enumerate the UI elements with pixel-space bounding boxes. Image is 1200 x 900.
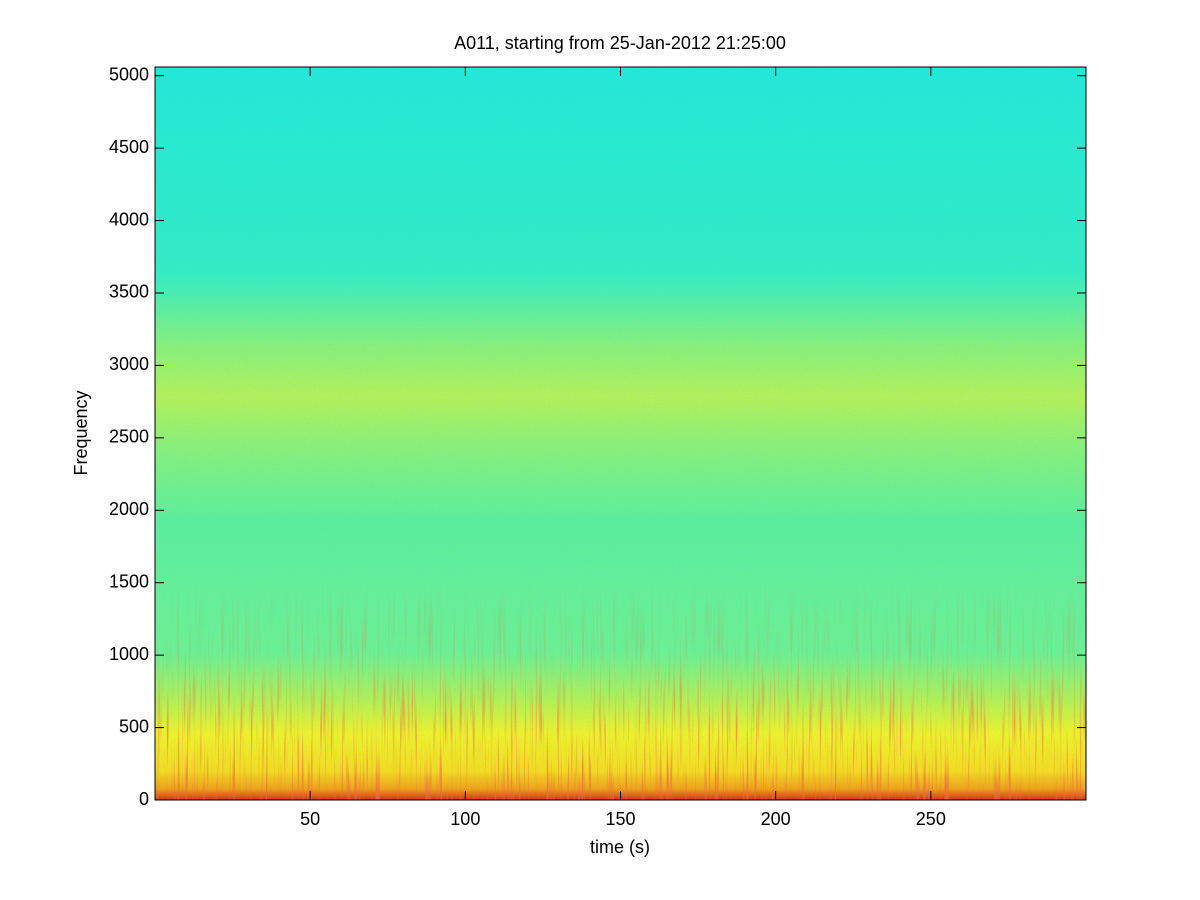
x-tick-label: 50 [300,809,320,829]
x-tick-label: 250 [916,809,946,829]
y-axis-label: Frequency [71,390,91,475]
y-tick-label: 3500 [109,282,149,302]
x-tick-label: 200 [761,809,791,829]
y-tick-label: 1500 [109,571,149,591]
y-tick-label: 4000 [109,209,149,229]
spectrogram-streaks [155,580,1086,800]
y-tick-label: 4500 [109,137,149,157]
y-tick-label: 3000 [109,354,149,374]
chart-title: A011, starting from 25-Jan-2012 21:25:00 [454,33,786,53]
y-tick-label: 1000 [109,644,149,664]
y-tick-label: 0 [139,789,149,809]
x-tick-label: 100 [450,809,480,829]
y-tick-label: 2000 [109,499,149,519]
y-tick-label: 500 [119,716,149,736]
x-axis-label: time (s) [590,837,650,857]
y-tick-label: 5000 [109,64,149,84]
x-tick-label: 150 [605,809,635,829]
y-tick-label: 2500 [109,427,149,447]
